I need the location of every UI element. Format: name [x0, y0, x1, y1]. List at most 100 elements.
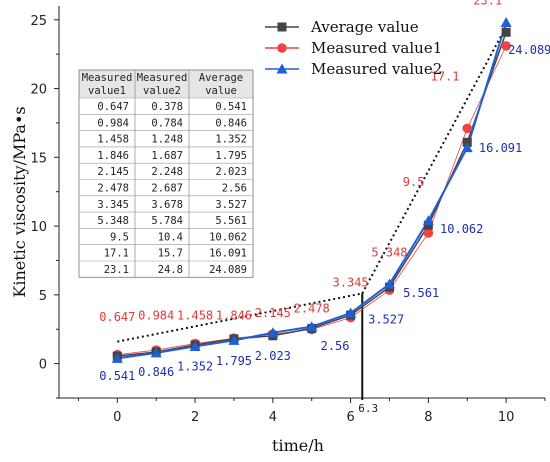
- y-tick-label: 0: [39, 358, 47, 373]
- average-value-label: 0.846: [138, 365, 174, 379]
- point-average: [501, 27, 511, 37]
- table-cell: 0.647: [97, 101, 129, 113]
- average-value-label: 2.56: [321, 339, 350, 353]
- legend: Average value Measured value1 Measured val…: [265, 18, 442, 78]
- table-cell: 15.7: [158, 248, 183, 260]
- point-measured1: [423, 228, 434, 238]
- measured1-value-label: 3.345: [333, 276, 369, 290]
- point-measured2: [461, 142, 473, 153]
- table-cell: 0.984: [97, 117, 129, 129]
- table-border: [78, 69, 254, 278]
- average-value-label: 2.023: [255, 349, 291, 363]
- table-cell: 2.023: [215, 166, 247, 178]
- x-tick-label: 0: [113, 410, 121, 425]
- table-cell: 17.1: [104, 248, 129, 260]
- trend-line: [361, 26, 508, 294]
- axes: 0 5 10 15 20 25 0 2 4 6 8 10: [30, 6, 546, 425]
- point-measured2: [306, 321, 318, 332]
- point-measured2: [228, 334, 240, 345]
- measured1-value-label: 17.1: [431, 69, 460, 83]
- point-measured1: [462, 123, 473, 134]
- measured1-value-label: 0.647: [99, 310, 135, 324]
- point-measured1: [501, 41, 511, 51]
- measured1-value-label: 23.1: [473, 0, 502, 8]
- point-measured2: [500, 17, 512, 28]
- table-header-line2: value2: [143, 85, 181, 97]
- y-ticks: 0 5 10 15 20 25: [30, 14, 59, 399]
- table-cell: 2.248: [151, 166, 183, 178]
- table-cell: 5.784: [151, 215, 183, 227]
- average-value-label: 3.527: [368, 313, 404, 327]
- table-cell: 2.145: [97, 166, 129, 178]
- vertical-marker-label: 6.3: [358, 402, 378, 415]
- table-cell: 24.8: [158, 264, 183, 276]
- table-cell: 1.846: [97, 150, 129, 162]
- x-tick-label: 4: [269, 410, 277, 425]
- average-value-label: 24.089: [508, 43, 550, 57]
- average-value-label: 1.795: [216, 354, 252, 368]
- table-header-line1: Measured: [137, 72, 188, 84]
- table-cell: 9.5: [110, 231, 129, 243]
- average-value-label: 0.541: [99, 369, 135, 383]
- legend-marker-triangle: [276, 63, 288, 74]
- y-tick-label: 5: [39, 289, 47, 304]
- table-cell: 0.378: [151, 101, 183, 113]
- table-cell: 3.345: [97, 199, 129, 211]
- table-header-line2: value1: [88, 85, 126, 97]
- value-labels: 0.647 0.984 1.458 1.846 2.145 2.4783.3455.348…: [99, 0, 550, 383]
- measured1-value-label: 1.458: [177, 309, 213, 323]
- table-cell: 1.458: [97, 134, 129, 146]
- measured1-value-label: 0.984: [138, 309, 174, 323]
- table-cell: 23.1: [104, 264, 129, 276]
- table-cell: 3.527: [215, 199, 247, 211]
- table-cell: 16.091: [209, 248, 247, 260]
- table-cell: 1.352: [215, 134, 247, 146]
- table-header-line2: value: [205, 85, 237, 97]
- point-measured2: [189, 340, 201, 351]
- table-cell: 0.846: [215, 117, 247, 129]
- table-header-bg: [79, 70, 253, 98]
- y-tick-label: 10: [30, 220, 47, 235]
- average-value-label: 16.091: [479, 141, 522, 155]
- legend-label: Average value: [310, 18, 419, 36]
- table-cell: 1.795: [215, 150, 247, 162]
- legend-marker-square: [277, 22, 287, 32]
- x-tick-label: 6: [346, 410, 354, 425]
- y-tick-label: 15: [30, 151, 47, 166]
- point-measured2: [150, 347, 162, 358]
- table-cell: 0.784: [151, 117, 183, 129]
- legend-label: Measured value2: [311, 60, 442, 78]
- measured1-value-label: 2.478: [294, 302, 330, 316]
- trend-line: [117, 292, 363, 343]
- table-cell: 3.678: [151, 199, 183, 211]
- y-tick-label: 25: [30, 14, 47, 29]
- table-cell: 5.561: [215, 215, 247, 227]
- x-tick-label: 8: [424, 410, 432, 425]
- table-header-line1: Average: [199, 72, 243, 84]
- table-cell: 0.541: [215, 101, 247, 113]
- average-value-label: 5.561: [403, 286, 439, 300]
- point-measured2: [422, 215, 434, 226]
- table-cell: 24.089: [209, 264, 247, 276]
- y-tick-label: 20: [30, 83, 47, 98]
- point-measured2: [345, 307, 357, 318]
- x-ticks: 0 2 4 6 8 10: [77, 398, 546, 425]
- table-cell: 1.687: [151, 150, 183, 162]
- table-cell: 10.4: [158, 231, 183, 243]
- y-axis-title: Kinetic viscosity/MPa•s: [10, 106, 29, 297]
- table-header-line1: Measured: [82, 72, 133, 84]
- table-cell: 1.248: [151, 134, 183, 146]
- point-measured2: [383, 278, 395, 289]
- average-value-label: 10.062: [440, 222, 483, 236]
- series-layer: [111, 17, 512, 363]
- measured1-value-label: 9.5: [403, 175, 425, 189]
- table-cell: 10.062: [209, 231, 247, 243]
- legend-marker-circle: [277, 43, 287, 53]
- table-cell: 5.348: [97, 215, 129, 227]
- annotations: 6.3: [117, 26, 508, 415]
- x-tick-label: 2: [191, 410, 199, 425]
- x-axis-title: time/h: [272, 436, 324, 455]
- measured1-value-label: 1.846: [216, 309, 252, 323]
- point-average: [423, 220, 433, 230]
- point-measured2: [267, 327, 279, 338]
